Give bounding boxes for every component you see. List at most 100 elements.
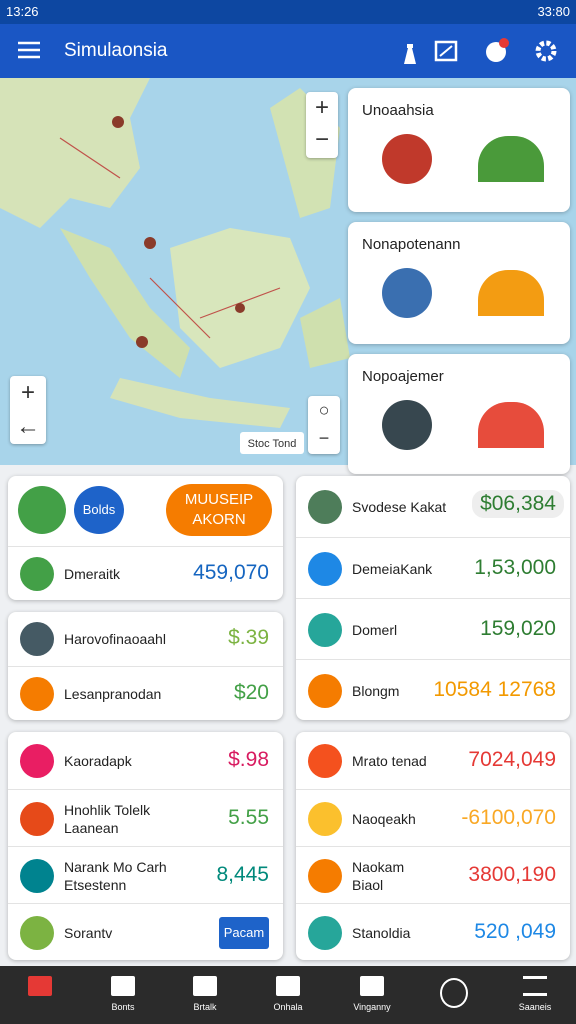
list-row[interactable]: Naokam Biaol 3800,190 (296, 846, 570, 904)
button-large-line: AKORN (192, 511, 246, 528)
nav-icon[interactable] (360, 976, 384, 996)
row-value: 7024,049 (468, 747, 556, 771)
nav-label[interactable]: Saaneis (518, 1002, 552, 1012)
row-label-line: Laanean (64, 819, 119, 836)
row-value: $.98 (228, 747, 269, 771)
round-button[interactable] (18, 486, 66, 534)
row-label-line: Sorantv (64, 924, 113, 941)
row-icon (308, 612, 342, 647)
row-label: Dmeraitk (64, 565, 120, 583)
button-large-line: MUUSEIP (184, 491, 254, 508)
card-illustration (382, 268, 432, 318)
list-row[interactable]: Blongm 10584 12768 (296, 659, 570, 721)
card-illustration (478, 270, 544, 316)
row-value: -6100,070 (461, 805, 556, 829)
card-illustration (382, 134, 432, 184)
row-icon (20, 801, 54, 836)
map-card[interactable]: Nopoajemer (348, 354, 570, 474)
app-actions[interactable] (396, 36, 566, 66)
list-row[interactable]: Dmeraitk 459,070 (8, 546, 283, 601)
row-icon (308, 489, 342, 524)
row-value: $06,384 (472, 489, 564, 518)
row-icon (308, 858, 342, 893)
row-label: Stanoldia (352, 924, 410, 942)
nav-icon[interactable] (440, 978, 468, 1008)
row-label-line: Domerl (352, 621, 398, 638)
button-large[interactable]: MUUSEIP AKORN (166, 484, 272, 536)
panel: Harovofinaoaahl $.39 Lesanpranodan $20 (8, 612, 283, 720)
nav-label[interactable]: Bonts (111, 1002, 135, 1012)
row-label: Sorantv (64, 924, 112, 942)
list-row[interactable]: Domerl 159,020 (296, 598, 570, 660)
panel: Mrato tenad 7024,049 Naoqeakh -6100,070 Naok… (296, 732, 570, 960)
nav-icon[interactable] (193, 976, 217, 996)
panel: Kaoradapk $.98 Hnohlik Tolelk Laanean 5.55 Na… (8, 732, 283, 960)
row-label-line: Harovofinaoaahl (64, 631, 166, 647)
row-label-line: Mrato tenad (352, 752, 427, 769)
list-row[interactable]: Mrato tenad 7024,049 (296, 732, 570, 789)
list-row[interactable]: Kaoradapk $.98 (8, 732, 283, 789)
nav-icon[interactable] (276, 976, 300, 996)
row-value: 1,53,000 (474, 555, 556, 579)
nav-label[interactable]: Brtalk (193, 1002, 217, 1012)
map-card[interactable]: Nonapotenann (348, 222, 570, 344)
row-label-line: Dmeraitk (64, 566, 121, 582)
list-row[interactable]: Harovofinaoaahl $.39 (8, 612, 283, 666)
map-card[interactable]: Unoaahsia (348, 88, 570, 212)
row-value: $.39 (228, 626, 269, 649)
list-row[interactable]: Naoqeakh -6100,070 (296, 789, 570, 847)
list-row[interactable]: Narank Mo Carh Etsestenn 8,445 (8, 846, 283, 904)
map-label: Stoc Tond (248, 438, 297, 450)
row-icon (20, 743, 54, 778)
row-label-line: Stanoldia (352, 924, 411, 941)
row-icon (308, 743, 342, 778)
row-label-line: Svodese Kakat (352, 498, 447, 515)
row-value: 159,020 (480, 616, 556, 640)
list-row[interactable]: Stanoldia 520 ,049 (296, 903, 570, 961)
list-row[interactable]: Sorantv Pacam (8, 903, 283, 961)
row-label: Kaoradapk (64, 752, 132, 770)
row-value: 520 ,049 (474, 919, 556, 943)
row-label: Domerl (352, 621, 397, 639)
card-illustration (382, 400, 432, 450)
row-label: DemeiaKank (352, 560, 432, 578)
nav-label[interactable]: Vinganny (353, 1002, 391, 1012)
list-row[interactable]: Hnohlik Tolelk Laanean 5.55 (8, 789, 283, 847)
nav-icon[interactable] (111, 976, 135, 996)
nav-control[interactable]: + ← (10, 376, 46, 444)
list-row[interactable]: DemeiaKank 1,53,000 (296, 537, 570, 599)
row-label: Hnohlik Tolelk Laanean (64, 801, 150, 837)
row-icon (20, 858, 54, 893)
map-card-title: Nopoajemer (362, 368, 444, 385)
row-icon (308, 915, 342, 950)
nav-icon[interactable] (523, 976, 547, 996)
card-illustration (478, 402, 544, 448)
row-label: Mrato tenad (352, 752, 427, 770)
row-label-line: Kaoradapk (64, 752, 132, 769)
nav-label[interactable]: Onhala (273, 1002, 303, 1012)
row-icon (308, 801, 342, 836)
row-icon (308, 551, 342, 586)
compass-control[interactable]: ○ − (308, 396, 340, 454)
row-icon (20, 677, 54, 711)
row-label: Naoqeakh (352, 810, 416, 828)
row-icon (20, 915, 54, 950)
panel: Bolds MUUSEIP AKORN Dmeraitk 459,070 (8, 476, 283, 600)
bottom-nav: Bonts Brtalk Onhala Vinganny Saaneis (0, 966, 576, 1024)
row-label-line: Biaol (352, 876, 384, 893)
row-label-line: Naokam (352, 858, 405, 875)
row-label-line: Narank Mo Carh (64, 858, 167, 875)
list-row[interactable]: Svodese Kakat $06,384 (296, 476, 570, 537)
row-label-line: Lesanpranodan (64, 686, 162, 702)
button-small[interactable]: Bolds (74, 486, 124, 534)
menu-icon[interactable] (18, 41, 40, 59)
list-row[interactable]: Lesanpranodan $20 (8, 666, 283, 721)
app-title: Simulaonsia (64, 40, 168, 61)
zoom-control[interactable]: + − (306, 92, 338, 158)
row-button[interactable]: Pacam (219, 916, 269, 949)
row-value: 459,070 (193, 561, 269, 584)
nav-icon[interactable] (28, 976, 52, 996)
row-icon (20, 622, 54, 656)
row-icon (20, 557, 54, 591)
